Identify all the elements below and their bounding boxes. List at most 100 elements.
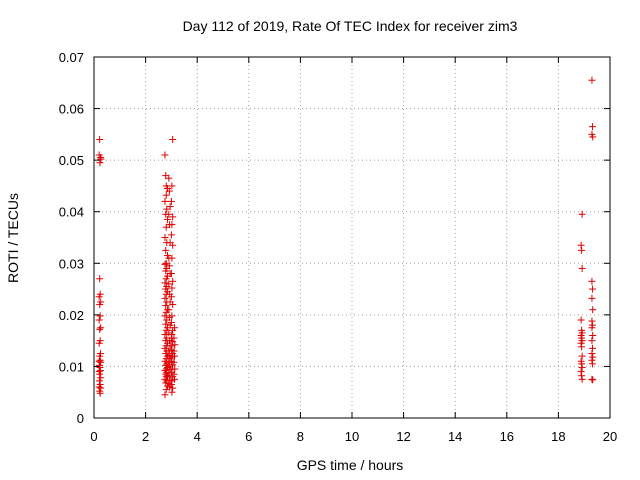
data-point [169, 136, 177, 144]
data-point [171, 341, 179, 349]
data-point [170, 352, 178, 360]
y-tick-label: 0.03 [59, 256, 84, 271]
data-point [170, 375, 178, 383]
data-point [161, 234, 169, 241]
data-point [96, 367, 104, 375]
data-point [169, 241, 177, 249]
data-point [162, 320, 170, 328]
data-point [96, 159, 104, 167]
data-point [167, 319, 175, 327]
data-point [165, 210, 173, 218]
data-point [171, 365, 179, 373]
data-point [167, 197, 175, 205]
data-point [588, 277, 596, 285]
data-point [577, 241, 585, 249]
data-point [161, 151, 169, 159]
data-point [166, 376, 174, 384]
data-point [168, 330, 176, 338]
data-point [168, 182, 176, 190]
data-point [165, 174, 173, 182]
data-point [97, 374, 105, 382]
x-tick-label: 12 [396, 429, 410, 444]
y-tick-label: 0.06 [59, 102, 84, 117]
data-point [588, 344, 596, 352]
x-tick-label: 8 [297, 429, 304, 444]
data-point [589, 376, 597, 384]
data-point [161, 312, 169, 320]
data-point [588, 317, 596, 325]
data-point [169, 213, 177, 221]
data-point [96, 363, 104, 371]
y-tick-label: 0.05 [59, 153, 84, 168]
data-point [588, 285, 596, 293]
data-point [588, 123, 596, 131]
data-point [589, 133, 597, 141]
data-point [168, 221, 176, 229]
x-tick-label: 6 [245, 429, 252, 444]
data-point [95, 316, 103, 324]
data-point [165, 280, 173, 288]
data-point [164, 372, 172, 380]
data-point [589, 306, 597, 314]
data-point [161, 330, 169, 338]
data-point [168, 312, 176, 320]
data-point [95, 377, 103, 385]
data-point [95, 339, 103, 347]
data-point [589, 331, 597, 339]
data-point [161, 391, 169, 399]
data-point [96, 312, 104, 320]
data-point [161, 197, 169, 205]
y-axis-label: ROTI / TECUs [5, 193, 21, 283]
data-point [96, 275, 104, 283]
y-tick-label: 0.07 [59, 50, 84, 65]
data-point [97, 324, 105, 332]
data-point [168, 254, 176, 262]
grid [94, 57, 610, 418]
x-tick-label: 14 [448, 429, 462, 444]
data-point [161, 375, 169, 383]
data-point [166, 203, 174, 211]
data-point [169, 277, 177, 285]
data-point [96, 136, 104, 144]
y-tick-label: 0.01 [59, 359, 84, 374]
data-point [165, 329, 173, 337]
data-point [97, 155, 105, 163]
data-point [588, 76, 596, 84]
data-point [96, 389, 104, 397]
data-point [162, 267, 170, 275]
x-tick-label: 10 [345, 429, 359, 444]
data-point [578, 360, 586, 368]
y-tick-label: 0.02 [59, 308, 84, 323]
data-point [162, 302, 170, 310]
x-tick-label: 20 [603, 429, 617, 444]
data-point [96, 325, 104, 333]
data-point [165, 187, 173, 195]
data-point [169, 384, 177, 392]
data-point [168, 342, 176, 350]
data-point [578, 352, 586, 360]
chart-title: Day 112 of 2019, Rate Of TEC Index for r… [183, 18, 518, 34]
data-point [588, 294, 596, 302]
data-point [170, 334, 178, 342]
data-point [97, 384, 105, 392]
data-point [164, 215, 172, 223]
axis-ticks: 0 2 4 6 8 10 12 14 16 18 20 0 0.01 0.02 0.03 0.04 0.05 0.… [59, 50, 618, 444]
data-point [167, 380, 175, 388]
y-tick-label: 0 [77, 411, 84, 426]
data-point [578, 363, 586, 371]
data-point [96, 370, 104, 378]
data-point [162, 191, 170, 199]
data-point [170, 358, 178, 366]
data-point [95, 151, 103, 159]
data-point [577, 316, 585, 324]
x-tick-label: 2 [142, 429, 149, 444]
data-point [96, 301, 104, 309]
data-point [578, 210, 586, 218]
data-point [168, 388, 176, 396]
data-points [95, 76, 597, 399]
x-tick-label: 4 [194, 429, 201, 444]
data-point [170, 347, 178, 355]
data-point [578, 264, 586, 272]
data-point [588, 337, 596, 345]
